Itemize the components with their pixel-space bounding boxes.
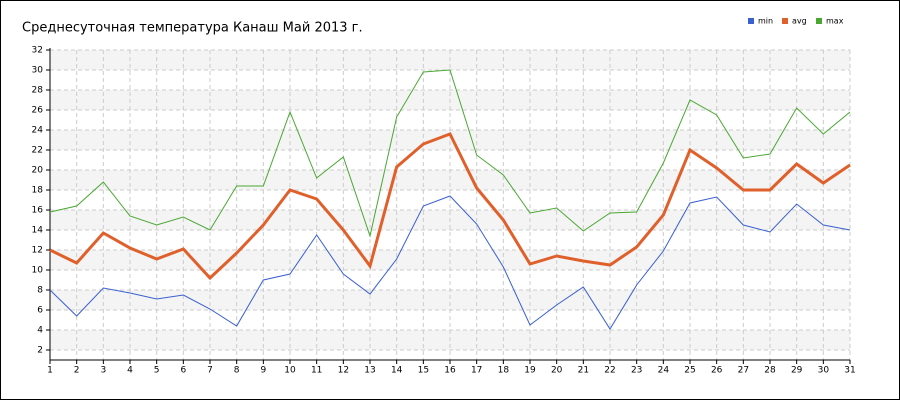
x-tick-label: 22 [604,366,615,376]
x-tick-label: 17 [471,366,482,376]
x-tick-label: 29 [791,366,803,376]
legend-label: avg [792,17,807,26]
x-tick-label: 5 [154,366,160,376]
x-tick-label: 30 [818,366,830,376]
x-tick-label: 10 [284,366,296,376]
legend-label: min [758,17,773,26]
series-line [49,132,851,281]
x-tick-label: 2 [74,366,80,376]
legend-swatch [816,18,822,24]
x-tick-label: 18 [498,366,510,376]
series-line [49,69,851,238]
y-tick-label: 18 [32,186,44,196]
y-tick-label: 6 [37,306,43,316]
legend-swatch [748,18,754,24]
x-tick-label: 9 [260,366,266,376]
x-tick-label: 31 [844,366,855,376]
y-tick-label: 8 [37,286,43,296]
x-tick-label: 26 [711,366,723,376]
y-tick-label: 28 [32,86,44,96]
x-tick-label: 4 [127,366,133,376]
x-tick-label: 23 [631,366,642,376]
x-tick-label: 12 [338,366,349,376]
x-tick-label: 28 [764,366,776,376]
y-tick-label: 12 [32,246,43,256]
y-tick-label: 26 [32,106,44,116]
x-tick-label: 14 [391,366,403,376]
x-tick-label: 13 [364,366,375,376]
x-tick-label: 16 [444,366,456,376]
x-tick-label: 20 [551,366,563,376]
y-tick-label: 4 [37,326,43,336]
x-tick-label: 11 [311,366,322,376]
grid-band [50,130,850,150]
y-tick-label: 14 [32,226,44,236]
x-tick-label: 15 [418,366,429,376]
chart-title: Среднесуточная температура Канаш Май 201… [22,21,363,36]
x-tick-label: 1 [47,366,53,376]
y-tick-label: 20 [32,166,44,176]
y-tick-label: 10 [32,266,44,276]
x-tick-label: 25 [684,366,695,376]
y-tick-label: 22 [32,146,43,156]
x-tick-label: 7 [207,366,213,376]
x-tick-label: 27 [738,366,749,376]
y-tick-label: 2 [37,346,43,356]
x-tick-label: 3 [100,366,106,376]
grid-band [50,290,850,310]
y-tick-label: 32 [32,46,43,56]
legend-label: max [826,17,844,26]
x-tick-label: 19 [524,366,536,376]
x-tick-label: 24 [658,366,670,376]
x-tick-label: 21 [578,366,589,376]
y-tick-label: 30 [32,66,44,76]
x-tick-label: 8 [234,366,240,376]
x-tick-label: 6 [180,366,186,376]
y-tick-label: 16 [32,206,44,216]
legend-swatch [782,18,788,24]
y-tick-label: 24 [32,126,44,136]
series-line [49,195,851,330]
